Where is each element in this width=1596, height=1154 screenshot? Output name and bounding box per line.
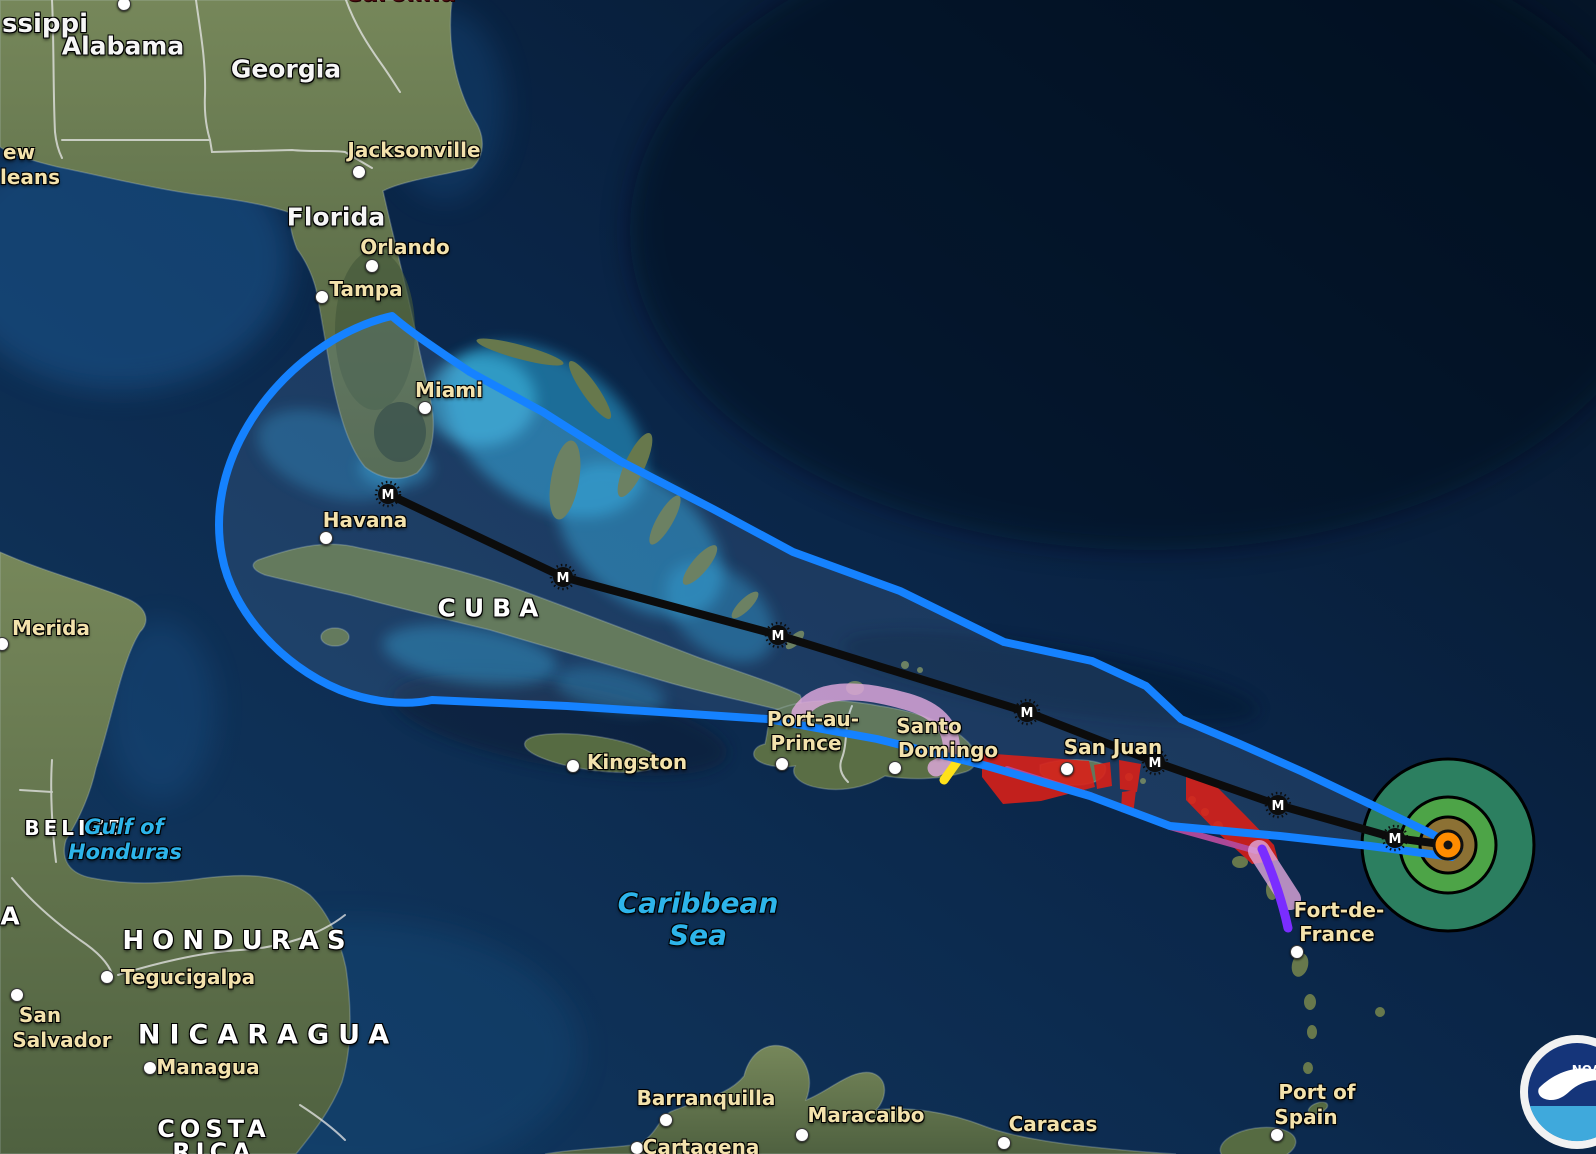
svg-text:M: M (772, 629, 785, 644)
tropical-storm-warning-band (1257, 844, 1293, 933)
noaa-logo-text: NOAA (1572, 1063, 1596, 1077)
landmasses (0, 0, 1329, 1154)
svg-text:M: M (1021, 706, 1034, 721)
forecast-track-markers: M M M M M M M (374, 480, 1409, 852)
forecast-point-marker: M (549, 563, 577, 591)
svg-text:M: M (557, 571, 570, 586)
svg-text:M: M (1149, 756, 1162, 771)
forecast-point-marker: M (374, 480, 402, 508)
forecast-track-line (384, 490, 1452, 849)
svg-text:M: M (1272, 799, 1285, 814)
land-everglades (374, 402, 426, 462)
land-florida-interior (335, 250, 415, 410)
svg-text:M: M (382, 488, 395, 503)
forecast-point-marker: M (1141, 748, 1169, 776)
forecast-point-marker: M (1264, 791, 1292, 819)
forecast-cone-fill (219, 316, 1459, 857)
land-isla-juventud (320, 627, 350, 647)
land-central-america (0, 551, 351, 1154)
state-borders (11, 0, 853, 1141)
land-tobago (1307, 1101, 1329, 1115)
forecast-point-marker: M (764, 621, 792, 649)
svg-text:M: M (1389, 832, 1402, 847)
land-jamaica (523, 732, 661, 774)
hurricane-eye-symbol (1432, 829, 1464, 861)
forecast-cone-outline (215, 312, 1463, 861)
noaa-logo: NOAA (1520, 1035, 1596, 1149)
forecast-point-marker: M (1013, 698, 1041, 726)
forecast-point-marker: M (1381, 824, 1409, 852)
